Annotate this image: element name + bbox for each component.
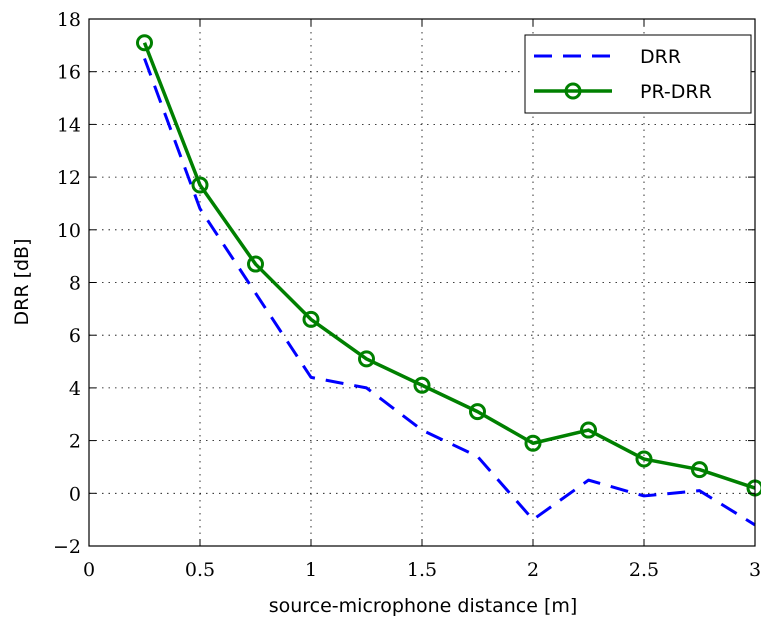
data-point-pr-drr: [469, 403, 486, 421]
data-point-pr-drr: [247, 255, 264, 273]
legend-marker-pr-drr: [564, 82, 582, 100]
data-point-pr-drr: [358, 350, 375, 368]
data-point-pr-drr: [524, 434, 542, 452]
data-point-pr-drr: [691, 461, 708, 479]
x-tick-label: 0.5: [185, 559, 215, 581]
data-point-pr-drr: [635, 450, 653, 468]
y-tick-label: 4: [69, 378, 81, 400]
data-point-pr-drr: [136, 34, 153, 52]
ticks: [88, 18, 756, 547]
y-tick-label: 18: [57, 9, 81, 31]
data-point-pr-drr: [580, 421, 597, 439]
y-axis-label: DRR [dB]: [11, 239, 33, 326]
y-tick-label: 14: [57, 114, 81, 136]
y-tick-label: 2: [69, 431, 81, 453]
y-tick-label: 12: [57, 167, 81, 189]
x-tick-label: 1: [305, 559, 317, 581]
x-tick-label: 1.5: [407, 559, 437, 581]
y-tick-label: 0: [69, 483, 81, 505]
x-tick-label: 3: [749, 559, 761, 581]
y-tick-label: 10: [57, 220, 81, 242]
data-point-pr-drr: [302, 310, 320, 328]
legend: DRR PR-DRR: [524, 34, 752, 114]
x-tick-label: 2.5: [629, 559, 659, 581]
y-tick-label: −2: [53, 536, 81, 558]
legend-box: [524, 34, 752, 114]
x-tick-label: 0: [83, 559, 95, 581]
data-point-pr-drr: [413, 376, 431, 394]
y-tick-label: 16: [57, 62, 81, 84]
x-tick-label: 2: [527, 559, 539, 581]
y-tick-label: 8: [69, 273, 81, 295]
x-axis-label: source-microphone distance [m]: [269, 595, 578, 617]
y-tick-label: 6: [69, 325, 81, 347]
legend-label-drr: DRR: [640, 46, 681, 68]
series-line-pr-drr: [142, 42, 756, 490]
legend-label-pr-drr: PR-DRR: [640, 81, 712, 103]
series-line-drr: [143, 58, 756, 527]
data-point-pr-drr: [191, 176, 209, 194]
